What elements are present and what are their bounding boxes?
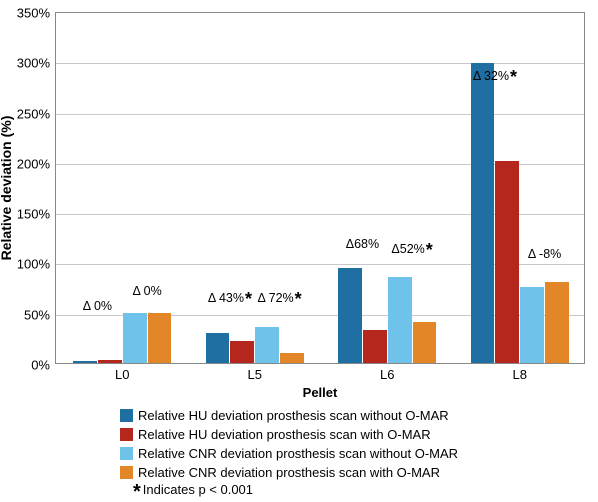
delta-annotation: Δ 43%* (208, 289, 252, 310)
y-tick-label: 0% (31, 358, 56, 373)
delta-annotation: Δ52%* (391, 240, 432, 261)
legend-label: Relative HU deviation prosthesis scan wi… (138, 427, 431, 442)
delta-annotation: Δ 32%* (473, 67, 517, 88)
y-tick-label: 100% (17, 257, 56, 272)
bar (206, 333, 230, 363)
delta-annotation: Δ -8% (528, 247, 561, 261)
gridline (56, 114, 584, 115)
legend: Relative HU deviation prosthesis scan wi… (0, 408, 598, 484)
legend-label: Relative HU deviation prosthesis scan wi… (138, 408, 449, 423)
delta-annotation: Δ 72%* (258, 289, 302, 310)
bar (98, 360, 122, 363)
bar (545, 282, 569, 363)
bar (363, 330, 387, 363)
legend-item: Relative HU deviation prosthesis scan wi… (0, 408, 598, 423)
bar (495, 161, 519, 363)
legend-item: Relative CNR deviation prosthesis scan w… (0, 446, 598, 461)
bar (413, 322, 437, 363)
x-axis-label: Pellet (303, 363, 338, 400)
y-tick-label: 150% (17, 207, 56, 222)
footnote-text: Indicates p < 0.001 (143, 482, 253, 497)
legend-item: Relative HU deviation prosthesis scan wi… (0, 427, 598, 442)
y-tick-label: 350% (17, 6, 56, 21)
plot-area: 0%50%100%150%200%250%300%350%L0L5L6L8Pel… (55, 12, 585, 364)
delta-annotation: Δ 0% (132, 284, 161, 298)
y-tick-label: 50% (24, 307, 56, 322)
delta-annotation: Δ 0% (83, 299, 112, 313)
legend-swatch (120, 409, 133, 422)
y-tick-label: 300% (17, 56, 56, 71)
x-tick-label: L0 (115, 363, 129, 382)
legend-item: Relative CNR deviation prosthesis scan w… (0, 465, 598, 480)
x-tick-label: L6 (380, 363, 394, 382)
bar (230, 341, 254, 363)
bar (255, 327, 279, 363)
legend-label: Relative CNR deviation prosthesis scan w… (138, 465, 440, 480)
bar (520, 287, 544, 363)
bar (73, 361, 97, 363)
bar-chart: 0% 50% 100% 150% 200% 250% 300% 350% L0 L5 L6 L8 Pel… (0, 0, 598, 502)
gridline (56, 63, 584, 64)
legend-swatch (120, 428, 133, 441)
bar (471, 63, 495, 363)
legend-swatch (120, 447, 133, 460)
bar (123, 313, 147, 363)
bar (280, 353, 304, 363)
legend-swatch (120, 466, 133, 479)
y-tick-label: 250% (17, 106, 56, 121)
bar (388, 277, 412, 363)
y-tick-label: 200% (17, 156, 56, 171)
bar (338, 268, 362, 363)
bar (148, 313, 172, 363)
x-tick-label: L5 (248, 363, 262, 382)
legend-label: Relative CNR deviation prosthesis scan w… (138, 446, 458, 461)
footnote: *Indicates p < 0.001 (133, 481, 253, 502)
delta-annotation: Δ68% (346, 237, 379, 251)
x-tick-label: L8 (513, 363, 527, 382)
y-axis-label: Relative deviation (%) (0, 116, 14, 261)
